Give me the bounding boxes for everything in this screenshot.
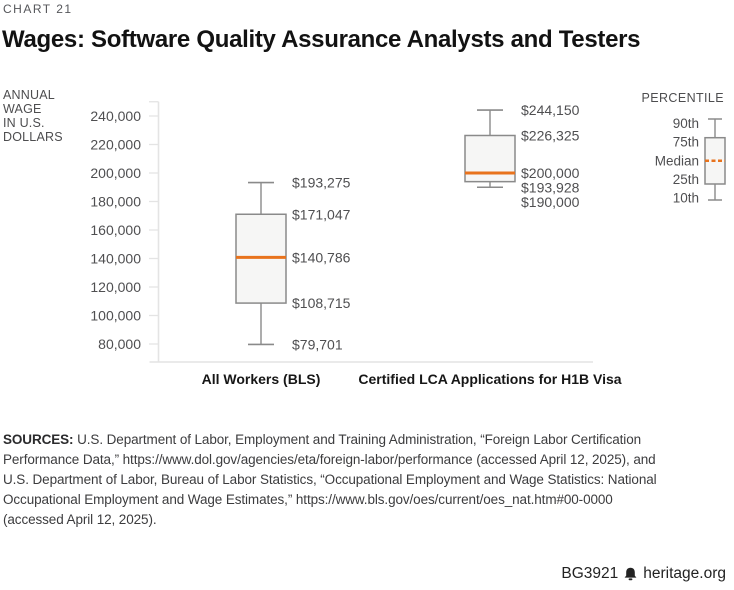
svg-text:$190,000: $190,000: [521, 194, 580, 210]
svg-text:All Workers (BLS): All Workers (BLS): [202, 371, 321, 387]
sources-line: Occupational Employment and Wage Estimat…: [3, 492, 613, 507]
sources-line: U.S. Department of Labor, Bureau of Labo…: [3, 472, 657, 487]
svg-text:75th: 75th: [673, 135, 699, 150]
svg-text:25th: 25th: [673, 172, 699, 187]
svg-text:100,000: 100,000: [90, 308, 141, 324]
chart-title: Wages: Software Quality Assurance Analys…: [2, 26, 641, 53]
footer-site: heritage.org: [643, 565, 726, 582]
svg-text:200,000: 200,000: [90, 165, 141, 181]
svg-text:PERCENTILE: PERCENTILE: [642, 91, 725, 105]
svg-text:90th: 90th: [673, 116, 699, 131]
chart-number: CHART 21: [3, 2, 73, 16]
sources-text: U.S. Department of Labor, Employment and…: [77, 432, 642, 447]
y-axis-title: ANNUAL WAGE IN U.S. DOLLARS: [3, 88, 63, 144]
heritage-bell-icon: [624, 567, 637, 581]
svg-text:$244,150: $244,150: [521, 102, 580, 118]
boxplot-chart: 240,000 220,000 200,000 180,000 160,000 140,0…: [90, 91, 726, 387]
sources-note: SOURCES: U.S. Department of Labor, Emplo…: [3, 430, 731, 530]
svg-text:10th: 10th: [673, 191, 699, 206]
svg-text:120,000: 120,000: [90, 279, 141, 295]
svg-text:$171,047: $171,047: [292, 206, 351, 222]
svg-text:$193,275: $193,275: [292, 175, 351, 191]
svg-text:$226,325: $226,325: [521, 127, 580, 143]
svg-text:220,000: 220,000: [90, 137, 141, 153]
report-id: BG3921: [561, 565, 619, 582]
sources-line: SOURCES: U.S. Department of Labor, Emplo…: [3, 430, 731, 450]
svg-text:80,000: 80,000: [98, 336, 141, 352]
sources-line: Performance Data,” https://www.dol.gov/a…: [3, 452, 656, 467]
sources-line: (accessed April 12, 2025).: [3, 512, 157, 527]
svg-text:$79,701: $79,701: [292, 336, 343, 352]
svg-text:$108,715: $108,715: [292, 295, 351, 311]
svg-text:$200,000: $200,000: [521, 165, 580, 181]
svg-text:$140,786: $140,786: [292, 249, 351, 265]
svg-text:240,000: 240,000: [90, 108, 141, 124]
sources-label: SOURCES:: [3, 432, 74, 447]
svg-text:160,000: 160,000: [90, 222, 141, 238]
svg-text:Certified LCA Applications for: Certified LCA Applications for H1B Visa: [358, 371, 621, 387]
svg-text:180,000: 180,000: [90, 194, 141, 210]
svg-text:Median: Median: [655, 153, 699, 168]
svg-text:$193,928: $193,928: [521, 180, 580, 196]
svg-text:140,000: 140,000: [90, 251, 141, 267]
footer: BG3921 heritage.org: [561, 565, 726, 583]
